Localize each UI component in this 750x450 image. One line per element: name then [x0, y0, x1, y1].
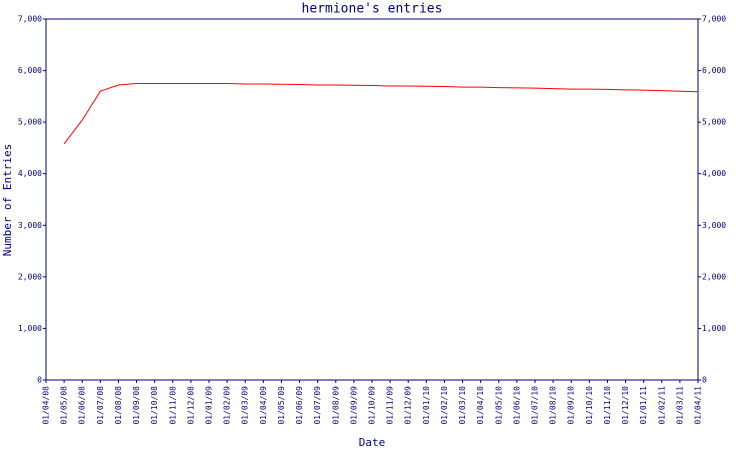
x-tick-label: 01/11/10: [603, 386, 612, 425]
y-tick-label: 7,000: [18, 15, 42, 24]
x-tick-label: 01/08/10: [549, 386, 558, 425]
chart-title: hermione's entries: [302, 2, 443, 17]
x-tick-label: 01/01/11: [639, 386, 648, 425]
y-tick-label: 0: [37, 376, 42, 385]
x-tick-label: 01/10/08: [150, 386, 159, 425]
x-tick-label: 01/03/09: [241, 386, 250, 425]
x-axis-label: Date: [359, 436, 386, 449]
x-tick-label: 01/10/10: [585, 386, 594, 425]
x-tick-label: 01/09/08: [132, 386, 141, 425]
y-tick-label: 6,000: [18, 66, 42, 75]
x-tick-label: 01/02/09: [223, 386, 232, 425]
y2-tick-label: 5,000: [702, 118, 726, 127]
x-tick-label: 01/09/09: [349, 386, 358, 425]
y-axis-label: Number of Entries: [1, 144, 14, 257]
y2-tick-label: 6,000: [702, 66, 726, 75]
x-tick-label: 01/11/09: [386, 386, 395, 425]
x-tick-label: 01/01/10: [422, 386, 431, 425]
x-tick-label: 01/12/08: [186, 386, 195, 425]
y-tick-label: 1,000: [18, 324, 42, 333]
x-tick-label: 01/09/10: [567, 386, 576, 425]
y2-tick-label: 0: [702, 376, 707, 385]
x-tick-label: 01/11/08: [168, 386, 177, 425]
x-tick-label: 01/10/09: [368, 386, 377, 425]
data-line: [63, 82, 699, 145]
x-tick-label: 01/03/11: [675, 386, 684, 425]
x-tick-label: 01/06/08: [78, 386, 87, 425]
x-tick-label: 01/08/09: [331, 386, 340, 425]
y2-tick-label: 3,000: [702, 221, 726, 230]
x-tick-label: 01/12/09: [404, 386, 413, 425]
x-tick-label: 01/08/08: [114, 386, 123, 425]
x-tick-label: 01/07/09: [313, 386, 322, 425]
x-tick-label: 01/04/11: [694, 386, 703, 425]
x-tick-label: 01/07/08: [96, 386, 105, 425]
y-tick-label: 4,000: [18, 169, 42, 178]
x-tick-label: 01/05/10: [494, 386, 503, 425]
x-tick-label: 01/01/09: [205, 386, 214, 425]
x-tick-label: 01/12/10: [621, 386, 630, 425]
x-tick-label: 01/04/09: [259, 386, 268, 425]
y-tick-label: 2,000: [18, 272, 42, 281]
x-tick-label: 01/05/09: [277, 386, 286, 425]
x-tick-label: 01/05/08: [60, 386, 69, 425]
y2-tick-label: 1,000: [702, 324, 726, 333]
x-tick-label: 01/02/11: [657, 386, 666, 425]
plot-frame: [45, 18, 699, 381]
x-tick-label: 01/02/10: [440, 386, 449, 425]
x-tick-label: 01/06/09: [295, 386, 304, 425]
y-tick-label: 5,000: [18, 118, 42, 127]
x-tick-label: 01/04/10: [476, 386, 485, 425]
x-tick-label: 01/07/10: [531, 386, 540, 425]
x-tick-label: 01/06/10: [512, 386, 521, 425]
y-tick-label: 3,000: [18, 221, 42, 230]
x-tick-label: 01/04/08: [42, 386, 51, 425]
x-tick-label: 01/03/10: [458, 386, 467, 425]
y2-tick-label: 2,000: [702, 272, 726, 281]
y2-tick-label: 4,000: [702, 169, 726, 178]
y2-tick-label: 7,000: [702, 15, 726, 24]
